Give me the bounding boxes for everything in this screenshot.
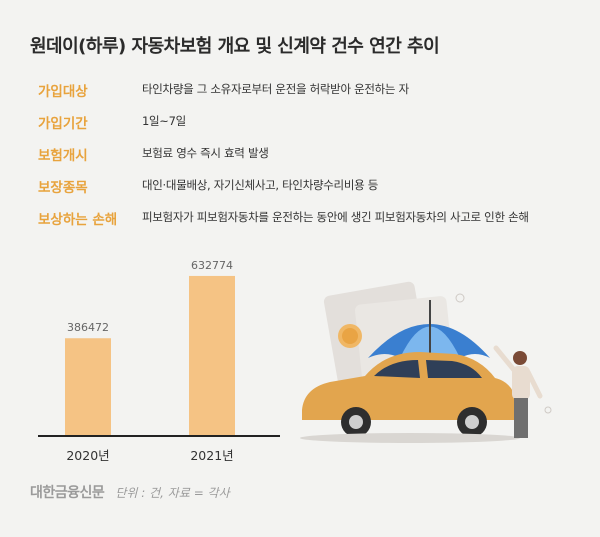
info-label: 보험개시 xyxy=(38,148,88,164)
data-label: 386472 xyxy=(67,321,109,334)
info-label: 가입대상 xyxy=(38,84,88,100)
person-body xyxy=(512,366,530,400)
info-row: 가입기간 1일~7일 xyxy=(38,112,578,144)
bar xyxy=(189,275,235,436)
person-head xyxy=(513,351,527,365)
info-table: 가입대상 타인차량을 그 소유자로부터 운전을 허락받아 운전하는 자 가입기간… xyxy=(38,80,578,240)
data-label: 632774 xyxy=(191,259,233,272)
info-label: 가입기간 xyxy=(38,116,88,132)
info-value: 타인차량을 그 소유자로부터 운전을 허락받아 운전하는 자 xyxy=(142,82,409,96)
car-wheel xyxy=(465,415,479,429)
decor-circle xyxy=(544,406,552,414)
person-arm xyxy=(525,369,543,399)
car-window xyxy=(426,360,482,378)
person-arm xyxy=(493,345,517,373)
info-label: 보상하는 손해 xyxy=(38,212,118,228)
car-wheel xyxy=(349,415,363,429)
footer: 대한금융신문 단위 : 건, 자료 = 각사 xyxy=(30,482,230,502)
chart-title: 원데이(하루) 자동차보험 개요 및 신계약 건수 연간 추이 xyxy=(30,36,440,57)
info-value: 대인·대물배상, 자기신체사고, 타인차량수리비용 등 xyxy=(142,178,379,192)
bar-chart: 386472 2020년 632774 2021년 xyxy=(38,259,280,463)
info-label: 보장종목 xyxy=(38,180,88,196)
info-value: 보험료 영수 즉시 효력 발생 xyxy=(142,146,269,160)
person-legs xyxy=(514,398,528,438)
category-label: 2021년 xyxy=(190,448,233,463)
info-row: 보상하는 손해 피보험자가 피보험자동차를 운전하는 동안에 생긴 피보험자동차… xyxy=(38,208,578,240)
car-umbrella-illustration xyxy=(300,281,552,443)
publisher-logo: 대한금융신문 xyxy=(30,485,105,501)
car-shadow xyxy=(300,433,520,443)
coin-icon xyxy=(342,328,358,344)
category-label: 2020년 xyxy=(66,448,109,463)
car-window xyxy=(374,360,420,378)
info-row: 보장종목 대인·대물배상, 자기신체사고, 타인차량수리비용 등 xyxy=(38,176,578,208)
info-value: 1일~7일 xyxy=(142,114,186,128)
bar xyxy=(65,338,111,436)
info-row: 가입대상 타인차량을 그 소유자로부터 운전을 허락받아 운전하는 자 xyxy=(38,80,578,112)
decor-circle xyxy=(455,293,465,303)
info-row: 보험개시 보험료 영수 즉시 효력 발생 xyxy=(38,144,578,176)
source-note: 단위 : 건, 자료 = 각사 xyxy=(115,486,230,500)
info-value: 피보험자가 피보험자동차를 운전하는 동안에 생긴 피보험자동차의 사고로 인한… xyxy=(142,210,529,224)
